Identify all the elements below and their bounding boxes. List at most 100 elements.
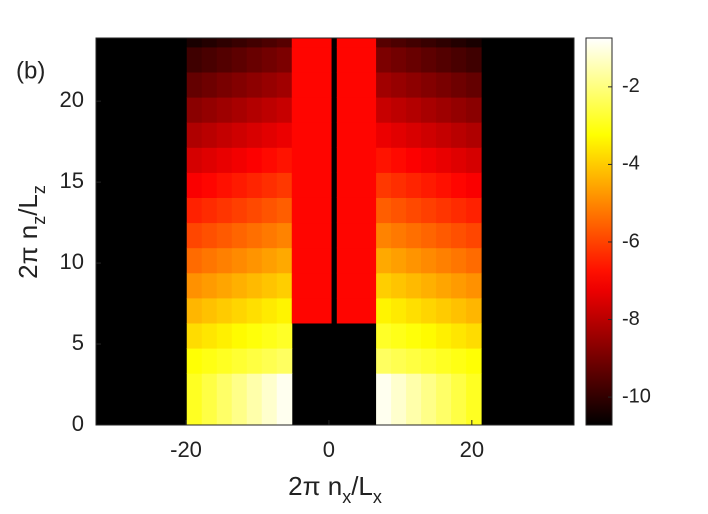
heat-cell [231, 38, 248, 48]
heat-cell [246, 348, 263, 374]
heat-cell [436, 147, 452, 173]
heat-cell [466, 172, 482, 198]
heat-cell [246, 322, 263, 349]
heat-cell [216, 97, 233, 123]
heat-cell [376, 373, 392, 426]
heat-cell [261, 247, 278, 274]
heat-cell [406, 122, 422, 148]
heat-cell [376, 97, 392, 123]
heat-cell [436, 97, 452, 123]
heat-cell [406, 172, 422, 198]
x-axis-label-part: /L [351, 471, 373, 501]
heat-cell [231, 46, 248, 73]
heat-cell [406, 322, 422, 349]
heat-cell [246, 373, 263, 426]
heat-cell [231, 122, 248, 148]
x-tick-label: 0 [323, 437, 335, 462]
heat-cell [186, 297, 203, 324]
heat-cell [391, 322, 407, 349]
heat-cell [276, 322, 293, 349]
heat-cell [201, 222, 218, 249]
heat-cell [216, 272, 233, 299]
heat-cell [376, 122, 392, 148]
heat-cell [291, 38, 332, 48]
heat-cell [466, 72, 482, 98]
heat-cell [451, 297, 467, 324]
heat-cell [246, 97, 263, 123]
heat-cell [406, 38, 422, 48]
heat-cell [336, 147, 377, 173]
heat-cell [421, 348, 437, 374]
heat-cell [216, 197, 233, 224]
heat-cell [276, 147, 293, 173]
heat-cell [246, 122, 263, 148]
heat-cell [406, 373, 422, 426]
heat-cell [406, 197, 422, 224]
heat-cell [421, 322, 437, 349]
heat-cell [391, 197, 407, 224]
heat-cell [451, 147, 467, 173]
heat-cell [436, 72, 452, 98]
x-tick-label: -20 [170, 437, 202, 462]
heat-cell [451, 46, 467, 73]
heat-cell [231, 147, 248, 173]
heat-cell [201, 38, 218, 48]
heat-cell [186, 348, 203, 374]
y-axis-label: 2π nz/Lz [13, 185, 49, 279]
heat-cell [421, 272, 437, 299]
plot-background [96, 38, 574, 425]
heat-cell [436, 348, 452, 374]
heat-cell [261, 348, 278, 374]
heat-cell [276, 373, 293, 426]
heat-cell [246, 247, 263, 274]
colorbar [585, 37, 613, 426]
heat-cell [421, 46, 437, 73]
heat-cell [406, 297, 422, 324]
heat-cell [216, 122, 233, 148]
heat-cell [421, 97, 437, 123]
heat-cell [391, 247, 407, 274]
heat-cell [376, 46, 392, 73]
heat-cell [391, 38, 407, 48]
heat-cell [376, 348, 392, 374]
heat-cell [336, 297, 377, 324]
heat-cell [261, 97, 278, 123]
heat-cell [201, 46, 218, 73]
x-axis-label-part: x [342, 487, 351, 507]
heat-cell [291, 97, 332, 123]
heat-cell [451, 38, 467, 48]
heat-cell [406, 97, 422, 123]
heat-cell [231, 348, 248, 374]
heat-cell [276, 38, 293, 48]
heat-cell [231, 172, 248, 198]
heat-cell [406, 72, 422, 98]
heat-cell [466, 297, 482, 324]
heat-cell [231, 272, 248, 299]
heat-cell [201, 197, 218, 224]
heat-cell [201, 122, 218, 148]
heat-cell [336, 172, 377, 198]
heat-cell [466, 122, 482, 148]
heat-cell [451, 322, 467, 349]
heat-cell [336, 38, 377, 48]
heat-cell [186, 272, 203, 299]
heat-cell [291, 122, 332, 148]
heat-cell [261, 46, 278, 73]
heat-cell [261, 38, 278, 48]
heat-cell [406, 147, 422, 173]
heat-cell [406, 46, 422, 73]
heat-cell [291, 197, 332, 224]
heat-cell [276, 172, 293, 198]
heat-cell [276, 46, 293, 73]
plot-frame [95, 37, 575, 426]
heat-cell [246, 272, 263, 299]
heat-cell [186, 97, 203, 123]
heat-cell [246, 297, 263, 324]
heat-cell [261, 272, 278, 299]
heat-cell [261, 322, 278, 349]
heat-cell [376, 38, 392, 48]
heat-cell [391, 297, 407, 324]
heat-cell [186, 373, 203, 426]
heat-cell [336, 72, 377, 98]
heat-cell [376, 197, 392, 224]
